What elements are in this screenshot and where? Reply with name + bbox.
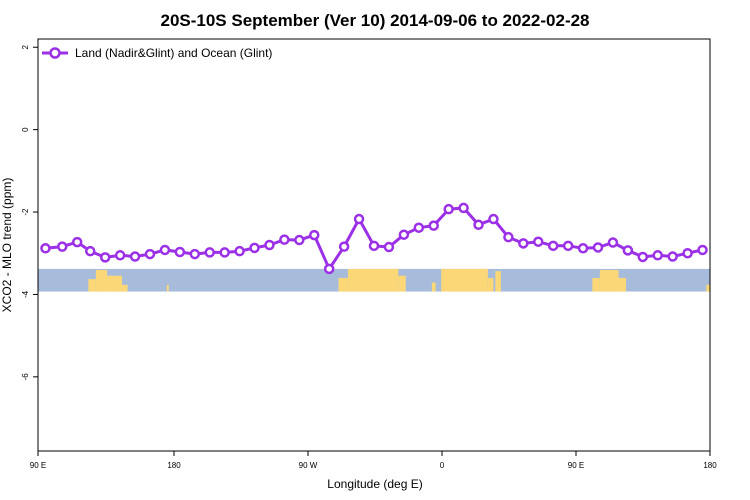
x-tick-label: 90 W xyxy=(299,461,318,470)
data-point xyxy=(40,243,51,254)
data-point xyxy=(428,220,439,231)
land-patch xyxy=(122,284,128,292)
x-axis: 90 E 180 90 W 0 90 E 180 xyxy=(30,451,717,470)
chart-title: 20S-10S September (Ver 10) 2014-09-06 to… xyxy=(160,11,589,30)
land-patch xyxy=(495,271,501,292)
data-point xyxy=(577,243,589,254)
x-tick-label: 180 xyxy=(167,461,181,470)
y-tick-label: -2 xyxy=(21,208,30,216)
data-point xyxy=(667,251,678,262)
land-patch xyxy=(107,275,122,292)
y-tick-label: 0 xyxy=(21,127,30,132)
data-point xyxy=(682,247,693,259)
data-point xyxy=(338,241,350,252)
data-point xyxy=(159,244,171,256)
y-axis: -6 -4 -2 0 2 xyxy=(21,44,38,380)
x-tick-label: 90 E xyxy=(30,461,46,470)
legend: Land (Nadir&Glint) and Ocean (Glint) xyxy=(42,46,272,60)
x-tick-label: 90 E xyxy=(568,461,584,470)
data-point xyxy=(174,246,186,258)
data-point xyxy=(323,263,335,275)
data-point xyxy=(473,219,484,231)
data-point xyxy=(353,213,365,225)
data-point xyxy=(309,229,320,241)
data-point xyxy=(607,237,619,248)
data-point xyxy=(413,222,425,233)
land-patch xyxy=(618,277,626,292)
data-point xyxy=(398,229,410,240)
x-axis-label: Longitude (deg E) xyxy=(327,477,422,491)
data-point xyxy=(383,241,395,253)
land-patch xyxy=(166,284,169,292)
data-point xyxy=(234,245,245,257)
x-tick-label: 180 xyxy=(703,461,717,470)
data-point xyxy=(219,247,230,258)
x-tick-label: 0 xyxy=(440,461,445,470)
data-point xyxy=(503,231,514,243)
y-tick-label: 2 xyxy=(21,44,30,49)
data-point xyxy=(488,213,499,225)
data-point xyxy=(279,234,290,245)
land-patch xyxy=(487,277,494,292)
data-point xyxy=(547,240,559,252)
land-patch xyxy=(592,277,600,292)
series-layer xyxy=(40,202,708,275)
data-point xyxy=(458,202,469,214)
land-patch xyxy=(398,275,406,292)
series-line xyxy=(45,206,703,271)
data-point xyxy=(622,245,634,256)
map-strip xyxy=(38,268,710,292)
y-tick-label: -6 xyxy=(21,373,30,381)
land-patch xyxy=(338,277,348,292)
y-tick-label: -4 xyxy=(21,290,30,298)
land-patch xyxy=(441,268,488,292)
land-patch xyxy=(95,270,108,292)
data-point xyxy=(129,251,141,262)
data-point xyxy=(144,248,156,260)
data-point xyxy=(264,239,275,251)
data-point xyxy=(562,240,574,252)
land-patch xyxy=(88,279,96,292)
data-point xyxy=(368,240,380,252)
data-point xyxy=(71,236,83,248)
data-point xyxy=(99,252,111,263)
data-point xyxy=(189,248,201,260)
data-point xyxy=(85,245,96,257)
data-point xyxy=(637,251,649,263)
data-point xyxy=(443,203,454,215)
legend-marker xyxy=(49,47,61,59)
data-point xyxy=(294,234,305,246)
data-point xyxy=(57,241,68,252)
data-point xyxy=(114,250,126,261)
data-point xyxy=(518,238,529,249)
data-point xyxy=(697,244,708,256)
land-patch xyxy=(431,282,436,292)
legend-entry: Land (Nadir&Glint) and Ocean (Glint) xyxy=(75,46,272,60)
data-point xyxy=(592,242,604,253)
data-point xyxy=(249,242,260,254)
land-patch xyxy=(347,268,399,292)
land-patch xyxy=(706,284,710,292)
data-point xyxy=(533,236,544,247)
y-axis-label: XCO2 - MLO trend (ppm) xyxy=(0,178,14,313)
data-point xyxy=(652,250,663,261)
data-point xyxy=(204,247,215,258)
plot-frame xyxy=(37,38,711,452)
land-patch xyxy=(599,270,619,292)
